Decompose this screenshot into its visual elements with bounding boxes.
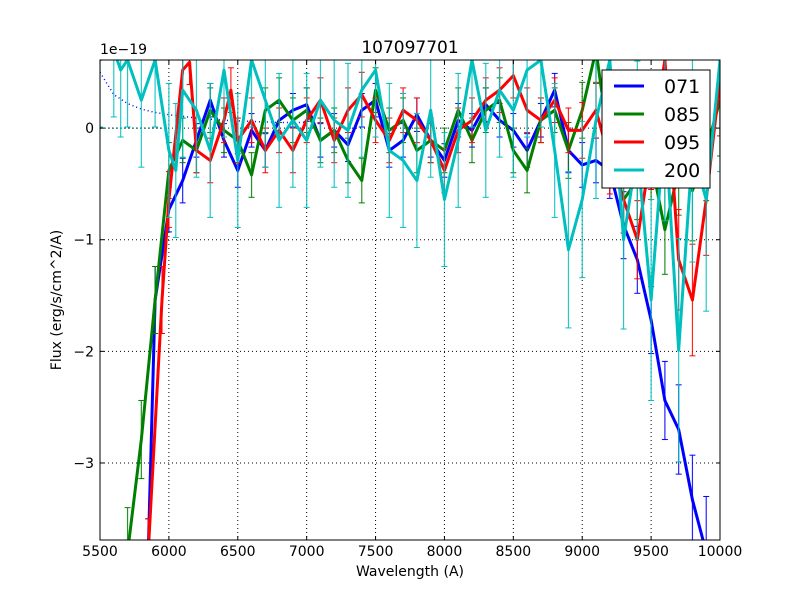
x-tick-label: 9500 bbox=[633, 544, 669, 560]
x-tick-label: 6000 bbox=[151, 544, 187, 560]
x-tick-label: 8500 bbox=[496, 544, 532, 560]
reference-dotted-curve bbox=[100, 71, 307, 124]
y-tick-label: 0 bbox=[85, 121, 94, 137]
y-tick-label: −1 bbox=[73, 233, 94, 249]
legend: 071 085 095 200 bbox=[601, 69, 711, 189]
y-tick-label: −3 bbox=[73, 456, 94, 472]
x-tick-label: 8000 bbox=[427, 544, 463, 560]
axis-ticks: 5500 6000 6500 7000 7500 8000 8500 9000 9500 1000… bbox=[73, 60, 742, 560]
y-offset-label: 1e−19 bbox=[100, 42, 147, 58]
legend-label-095: 095 bbox=[664, 132, 700, 154]
x-tick-label: 5500 bbox=[82, 544, 118, 560]
legend-label-071: 071 bbox=[664, 76, 700, 98]
legend-label-200: 200 bbox=[664, 160, 700, 182]
y-tick-label: −2 bbox=[73, 344, 94, 360]
x-tick-label: 10000 bbox=[698, 544, 743, 560]
x-tick-label: 7000 bbox=[289, 544, 325, 560]
x-tick-label: 7500 bbox=[358, 544, 394, 560]
y-axis-label: Flux (erg/s/cm^2/A) bbox=[49, 230, 65, 370]
x-tick-label: 6500 bbox=[220, 544, 256, 560]
x-axis-label: Wavelength (A) bbox=[356, 564, 464, 580]
axes-frame bbox=[99, 59, 721, 541]
legend-label-085: 085 bbox=[664, 104, 700, 126]
x-tick-label: 9000 bbox=[564, 544, 600, 560]
chart-title: 107097701 bbox=[361, 38, 458, 58]
legend-box bbox=[601, 69, 711, 189]
